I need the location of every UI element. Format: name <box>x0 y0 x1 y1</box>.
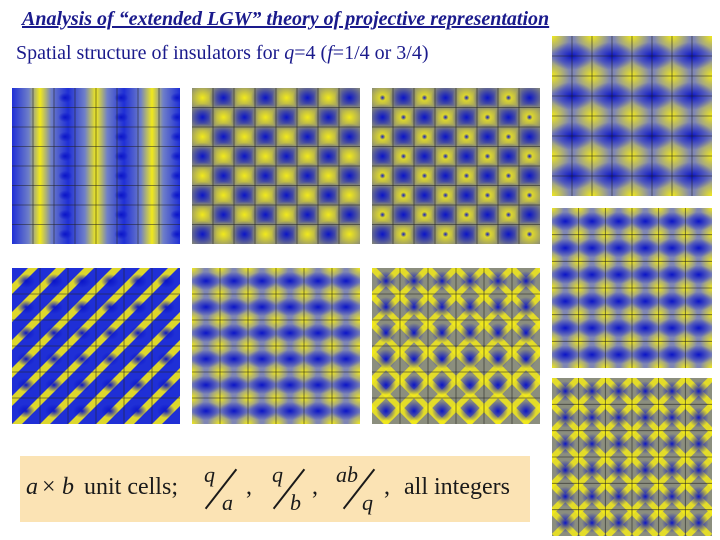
formula-b: b <box>62 474 74 500</box>
pattern-panel-diagonal <box>12 268 180 424</box>
pattern-image-checker-fine <box>192 88 360 244</box>
pattern-image-checker-dots <box>372 88 540 244</box>
subtitle-prefix: Spatial structure of insulators for <box>16 42 285 64</box>
pattern-image-right-top <box>552 36 712 196</box>
formula-unit-cells: unit cells; <box>84 474 178 500</box>
formula-comma-3: , <box>384 474 390 500</box>
subtitle-f-value: =1/4 or 3/4) <box>332 42 429 64</box>
subtitle-q-value: =4 ( <box>294 42 328 64</box>
pattern-panel-right-bottom <box>552 378 712 536</box>
fraction-1-numerator: q <box>204 462 215 487</box>
fraction-3-numerator: ab <box>336 462 358 487</box>
fraction-3-denominator: q <box>362 490 373 515</box>
subtitle-q-symbol: q <box>284 42 295 64</box>
slide-title: Analysis of “extended LGW” theory of pro… <box>22 8 550 30</box>
fraction-2-numerator: q <box>272 462 283 487</box>
formula-all-integers: all integers <box>404 474 510 500</box>
pattern-panel-diagonal-mesh <box>372 268 540 424</box>
pattern-panel-right-middle <box>552 208 712 368</box>
pattern-image-right-middle <box>552 208 712 368</box>
pattern-image-diagonal-mesh <box>372 268 540 424</box>
fraction-1-denominator: a <box>222 490 233 515</box>
pattern-image-right-bottom <box>552 378 712 536</box>
pattern-panel-right-top <box>552 36 712 196</box>
formula-comma-2: , <box>312 474 318 500</box>
formula-a: a <box>26 474 38 500</box>
pattern-image-plaquette <box>192 268 360 424</box>
pattern-panel-checker-fine <box>192 88 360 244</box>
slide-subtitle: Spatial structure of insulators for q=4 … <box>16 42 429 65</box>
pattern-image-diagonal <box>12 268 180 424</box>
pattern-panel-plaquette <box>192 268 360 424</box>
formula-box: a × b unit cells; q a , q b , ab q , all… <box>20 456 530 522</box>
pattern-image-stripes <box>12 88 180 244</box>
subtitle-f-symbol: f <box>327 42 333 64</box>
formula-comma-1: , <box>246 474 252 500</box>
pattern-panel-stripes <box>12 88 180 244</box>
pattern-panel-checker-dots <box>372 88 540 244</box>
formula-times: × <box>42 474 56 500</box>
fraction-2-denominator: b <box>290 490 301 515</box>
